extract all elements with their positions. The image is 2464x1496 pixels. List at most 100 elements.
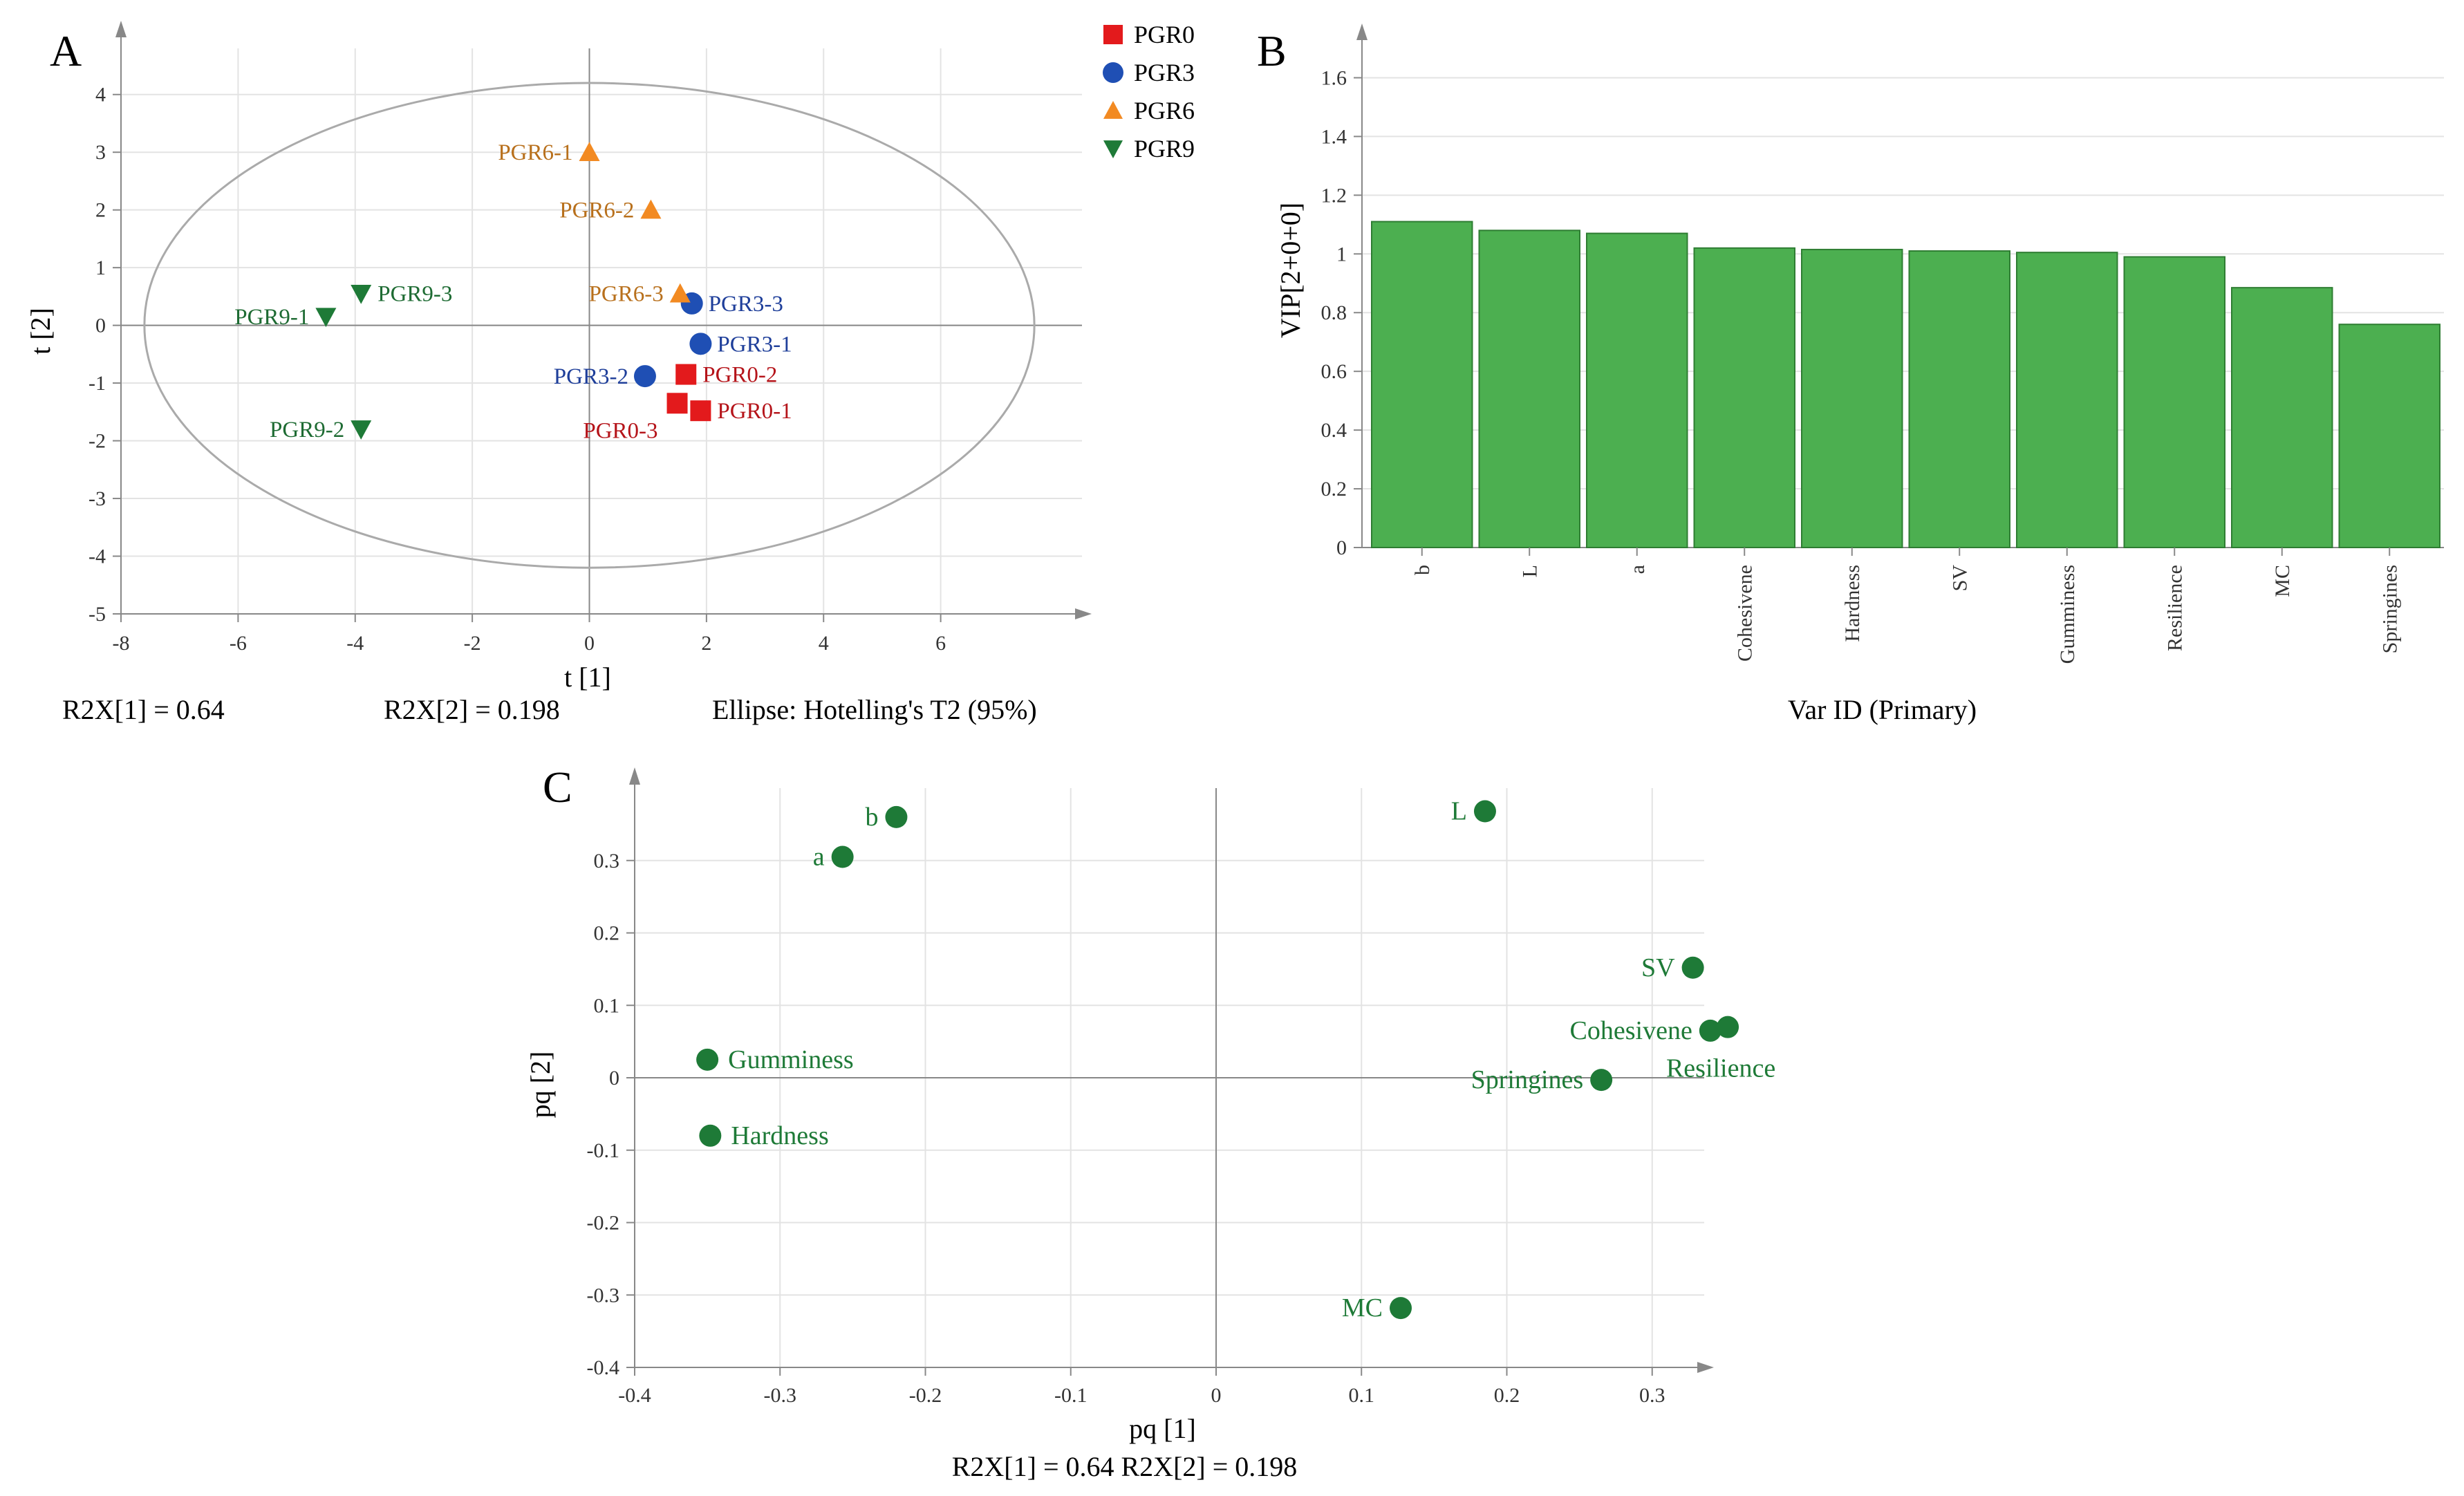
point-label-springines: Springines [1471, 1065, 1584, 1094]
x-tick-label: -0.4 [618, 1384, 651, 1407]
x-tick-label: -0.3 [764, 1384, 797, 1407]
footer-text-2: Ellipse: Hotelling's T2 (95%) [712, 694, 1037, 725]
x-tick-label: 0.3 [1639, 1384, 1665, 1407]
y-axis-arrow [115, 21, 127, 37]
point-label-l: L [1451, 797, 1467, 826]
bar-resilience [2123, 256, 2225, 548]
bar-sv [1908, 250, 2010, 548]
x-tick-label-springines: Springines [2378, 565, 2401, 653]
y-tick-label: 0.4 [1321, 419, 1347, 442]
x-tick-label: -8 [113, 632, 130, 655]
panel-letter-c: C [543, 763, 572, 812]
point-pgr0-3 [666, 393, 688, 414]
point-label-b: b [865, 803, 878, 832]
point-label-pgr6-1: PGR6-1 [498, 140, 572, 165]
bar-l [1478, 230, 1580, 548]
x-tick-label-gumminess: Gumminess [2056, 565, 2079, 664]
point-pgr9-1 [315, 308, 337, 328]
x-tick-label-hardness: Hardness [1841, 565, 1864, 642]
point-pgr3-2 [633, 365, 656, 388]
x-axis-label: Var ID (Primary) [1788, 694, 1977, 725]
y-tick-label: 1 [1336, 243, 1347, 265]
point-label-gumminess: Gumminess [728, 1045, 854, 1074]
y-tick-label: 0 [1336, 536, 1347, 559]
y-tick-label: 1.2 [1321, 184, 1347, 207]
y-tick-label: -0.3 [587, 1284, 620, 1307]
point-label-a: a [813, 843, 825, 872]
x-tick-label: -0.2 [909, 1384, 942, 1407]
point-label-pgr3-2: PGR3-2 [554, 364, 628, 389]
legend-marker-pgr9 [1103, 140, 1123, 158]
x-tick-label: 0.2 [1494, 1384, 1520, 1407]
y-tick-label: 0 [95, 315, 106, 337]
y-tick-label: 0.8 [1321, 301, 1347, 324]
x-tick-label-resilience: Resilience [2163, 565, 2186, 651]
bar-springines [2338, 324, 2440, 548]
panel-c-loading-plot: -0.4 -0.3 -0.2 -0.1 0 0.1 0.2 0.3 0.3 0.2 0.1 0 -0.1… [525, 767, 1775, 1482]
point-pgr9-2 [351, 420, 372, 440]
y-tick-label: 0.1 [594, 994, 620, 1017]
x-tick-label-cohesivene: Cohesivene [1733, 565, 1756, 662]
point-label-mc: MC [1342, 1293, 1383, 1322]
point-label-pgr0-3: PGR0-3 [583, 418, 657, 443]
y-tick-label: 0.2 [594, 922, 620, 945]
hotelling-ellipse [143, 82, 1036, 569]
x-tick-label: 6 [935, 632, 946, 655]
y-tick-label: 3 [95, 141, 106, 164]
point-hardness [699, 1124, 722, 1147]
y-tick-label: 0.2 [1321, 478, 1347, 501]
y-tick-label: 2 [95, 199, 106, 222]
y-tick-label: 4 [95, 84, 106, 106]
y-axis-label: VIP[2+0+0] [1275, 203, 1306, 338]
legend-marker-pgr3 [1103, 62, 1123, 83]
x-tick-label-sv: SV [1948, 565, 1971, 592]
y-tick-label: 1.4 [1321, 125, 1347, 148]
bar-hardness [1801, 248, 1903, 548]
point-gumminess [696, 1048, 719, 1071]
x-tick-label: -6 [230, 632, 247, 655]
x-tick-label: -0.1 [1054, 1384, 1088, 1407]
point-pgr6-2 [640, 199, 662, 219]
x-tick-label-b: b [1411, 565, 1434, 575]
bar-b [1371, 221, 1473, 548]
point-sv [1681, 956, 1704, 979]
point-pgr3-1 [689, 333, 712, 355]
point-a [831, 845, 854, 868]
footer-text-0: R2X[1] = 0.64 [62, 694, 225, 725]
x-tick-label: -2 [464, 632, 481, 655]
y-tick-label: -0.1 [587, 1139, 620, 1162]
point-pgr0-1 [690, 400, 711, 422]
y-tick-label: 1 [95, 256, 106, 279]
point-pgr6-3 [669, 283, 691, 303]
legend-label-pgr6: PGR6 [1134, 97, 1195, 124]
bar-gumminess [2016, 252, 2118, 548]
point-b [885, 805, 908, 828]
x-tick-label: 0 [1211, 1384, 1222, 1407]
x-tick-label-l: L [1518, 565, 1541, 577]
y-tick-label: 1.6 [1321, 66, 1347, 89]
y-tick-label: 0 [609, 1067, 619, 1090]
point-label-pgr6-2: PGR6-2 [559, 198, 634, 223]
point-label-sv: SV [1641, 953, 1675, 982]
legend-label-pgr3: PGR3 [1134, 59, 1195, 86]
y-tick-label: -4 [88, 545, 106, 568]
point-l [1473, 800, 1496, 823]
y-axis-label: pq [2] [525, 1051, 556, 1119]
point-pgr6-1 [579, 142, 600, 161]
x-tick-label: -4 [346, 632, 364, 655]
y-tick-label: -1 [88, 372, 106, 395]
point-mc [1390, 1297, 1412, 1320]
y-axis-label: t [2] [25, 308, 56, 355]
point-pgr9-3 [351, 284, 372, 304]
point-label-pgr0-2: PGR0-2 [702, 363, 777, 388]
point-resilience [1717, 1016, 1739, 1038]
panel-letter-a: A [50, 26, 82, 75]
plot-area [121, 48, 1082, 614]
y-tick-label: -2 [88, 430, 106, 453]
x-axis-label: pq [1] [1129, 1413, 1196, 1444]
y-tick-label: -0.2 [587, 1212, 620, 1235]
bar-mc [2231, 287, 2333, 548]
point-label-resilience: Resilience [1666, 1054, 1775, 1083]
